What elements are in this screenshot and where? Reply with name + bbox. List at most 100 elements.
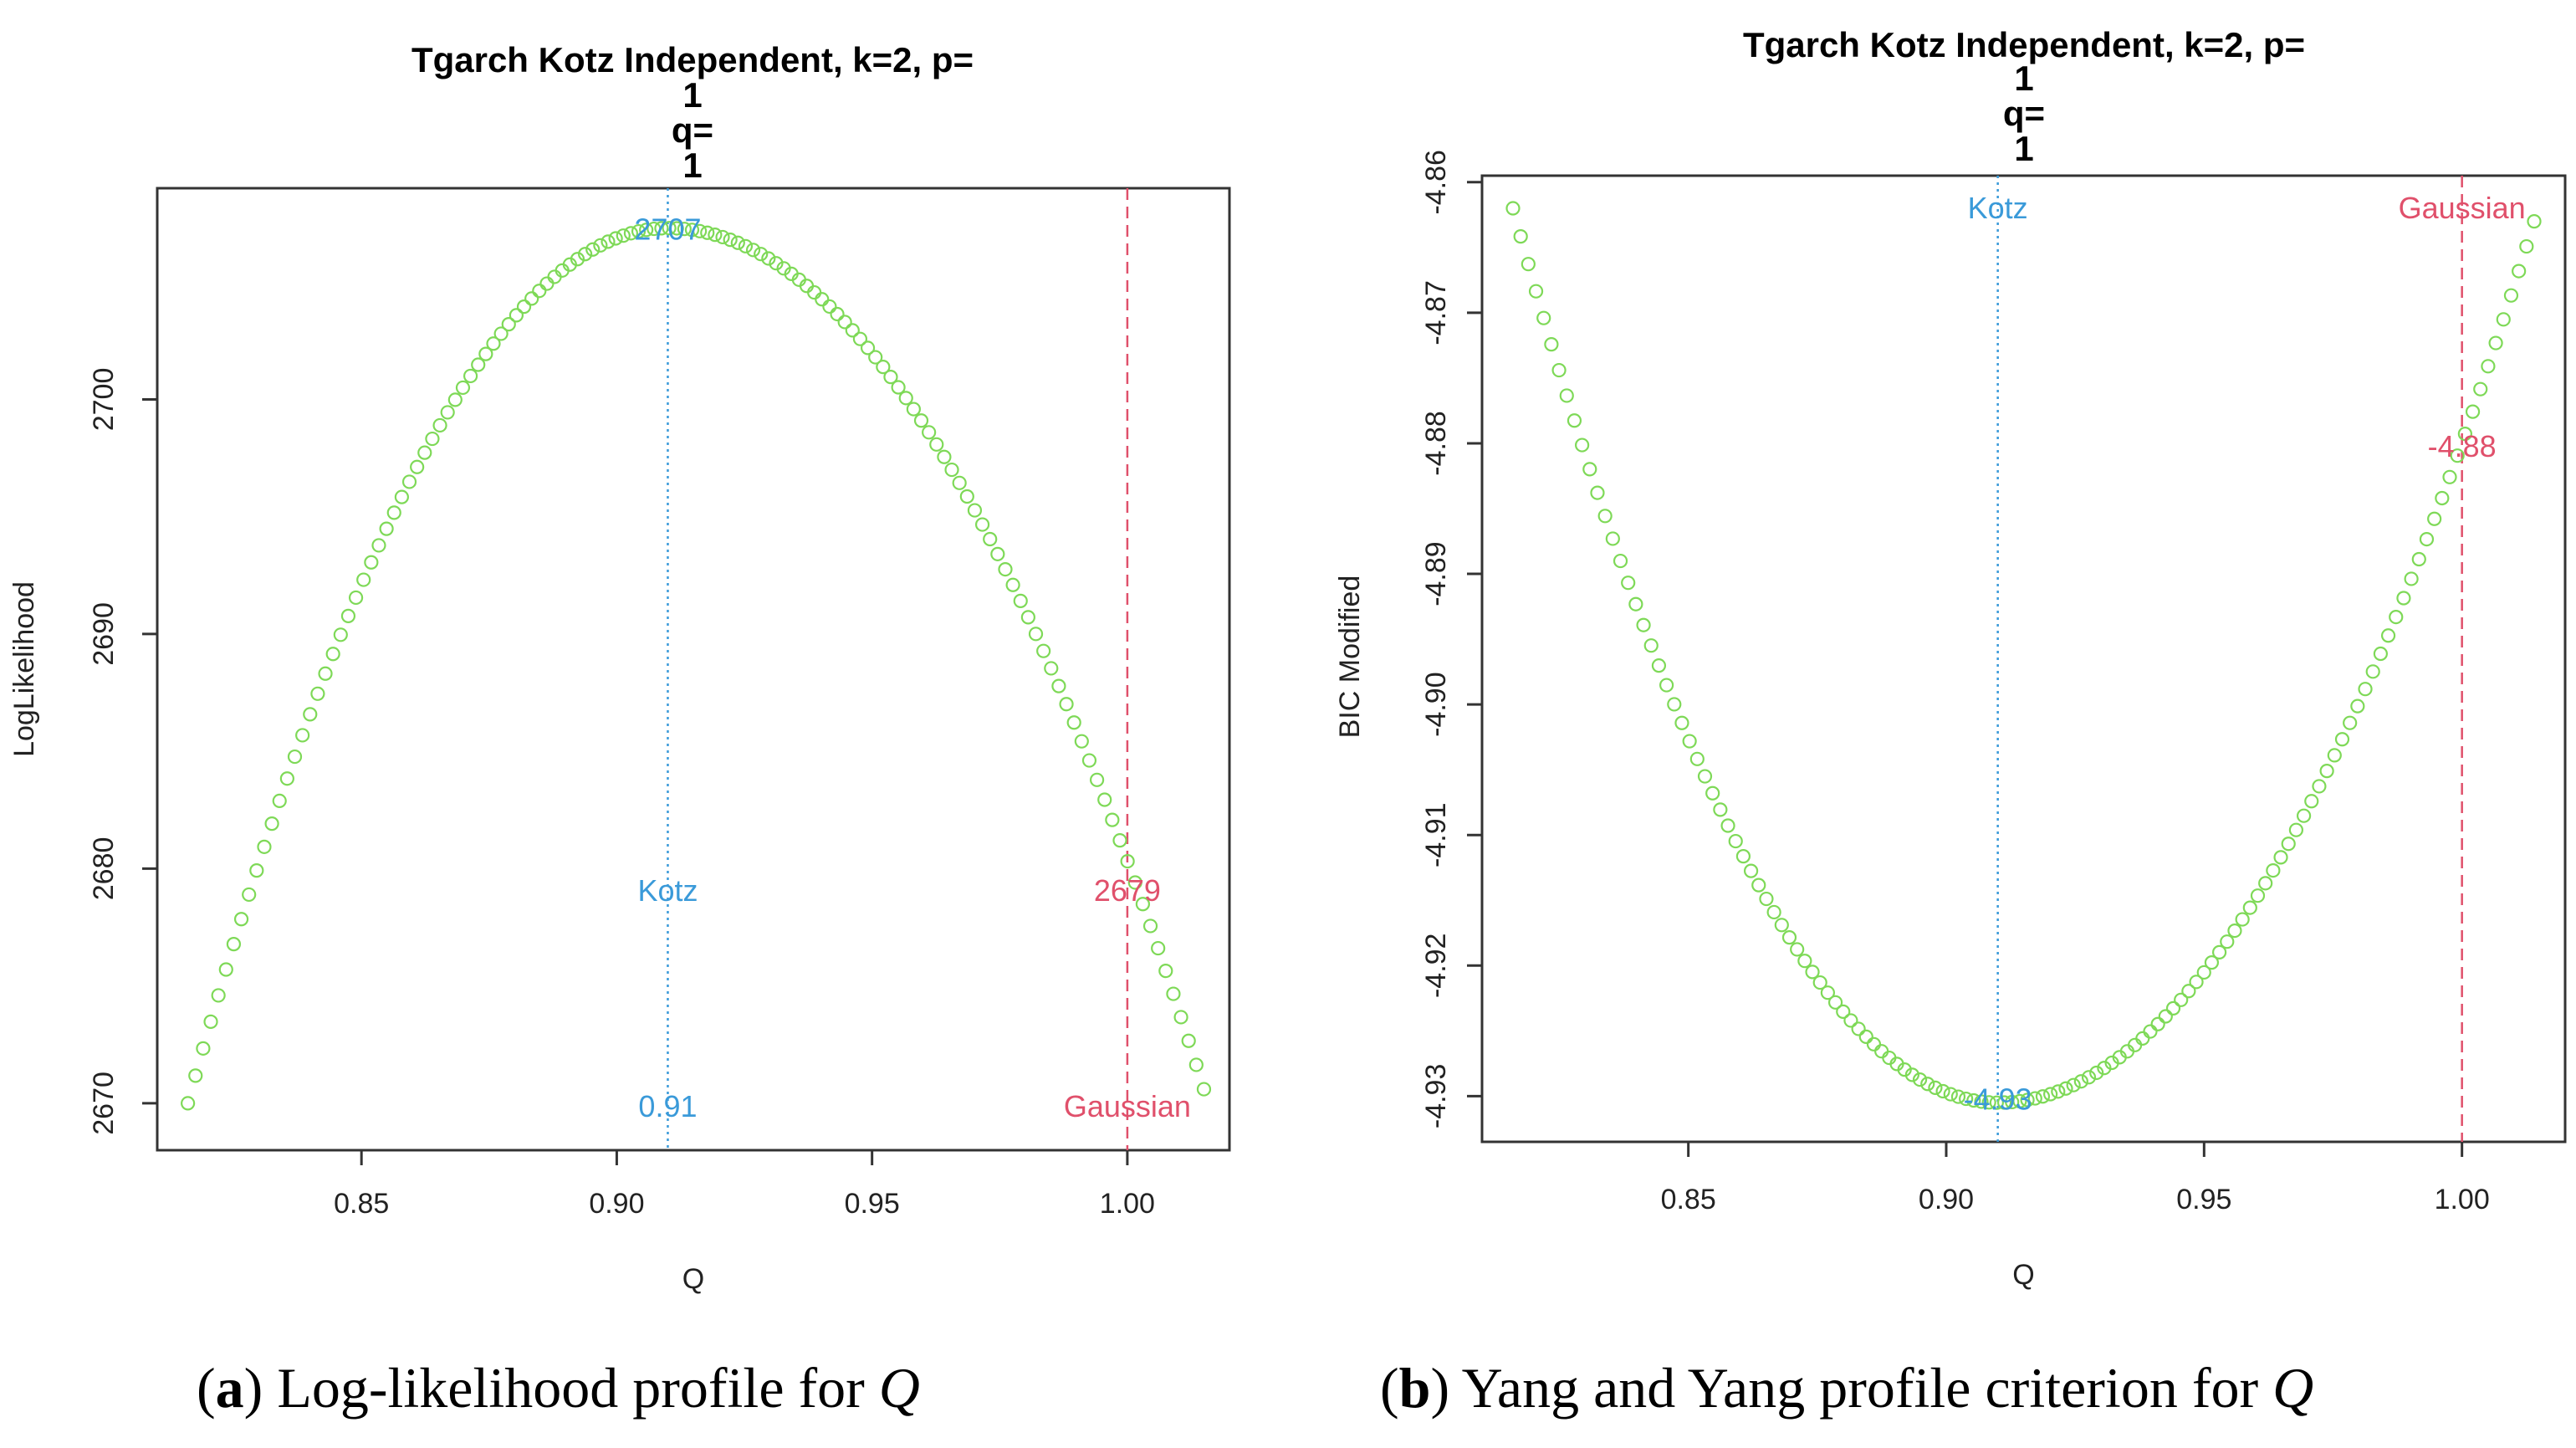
data-point [1044, 661, 1059, 676]
data-point [761, 251, 776, 266]
data-point [715, 229, 730, 245]
caption-a-label: a [215, 1356, 244, 1420]
data-point [1682, 734, 1697, 749]
data-point [1874, 1044, 1889, 1059]
y-tick-label: 2680 [88, 837, 120, 901]
data-point [876, 360, 891, 375]
data-point [447, 392, 463, 407]
data-point [830, 306, 845, 322]
data-point [410, 459, 425, 474]
data-point [509, 308, 524, 323]
data-point [2204, 955, 2220, 970]
y-tick-label: -4.93 [1420, 1064, 1452, 1129]
data-point [2465, 404, 2481, 419]
data-point [2035, 1089, 2051, 1104]
data-point [700, 225, 715, 240]
data-point [998, 562, 1013, 577]
data-point [1575, 437, 1590, 453]
data-point [2527, 214, 2542, 229]
data-point [868, 350, 883, 365]
data-point [852, 331, 868, 346]
data-point [959, 489, 974, 504]
data-point [1966, 1092, 1981, 1108]
data-point [264, 816, 279, 831]
data-point [371, 538, 386, 553]
data-point [616, 228, 631, 243]
data-point [2174, 992, 2189, 1007]
x-tick-label: 0.90 [1919, 1184, 1974, 1215]
data-point [1981, 1095, 1996, 1110]
data-point [1674, 715, 1689, 730]
data-point [1628, 596, 1643, 611]
data-point [417, 445, 432, 460]
data-point [1613, 553, 1628, 569]
data-point [2150, 1016, 2165, 1031]
plot-frame [1480, 174, 2567, 1144]
caption-b-text: Yang and Yang profile criterion for [1461, 1356, 2273, 1420]
caption-b-var: Q [2272, 1356, 2314, 1420]
data-point [471, 357, 486, 372]
data-point [1567, 413, 1582, 428]
data-point [2158, 1009, 2173, 1024]
data-point [2073, 1074, 2088, 1089]
y-tick-label: -4.88 [1420, 411, 1452, 476]
data-point [623, 226, 639, 241]
data-point [1120, 854, 1135, 869]
x-tick-label: 1.00 [2435, 1184, 2490, 1215]
data-point [1774, 918, 1789, 933]
data-point [539, 276, 555, 291]
data-point [1667, 697, 1682, 712]
data-point [1697, 769, 1713, 784]
data-point [1582, 462, 1597, 477]
data-point [1797, 954, 1812, 969]
data-point [2327, 748, 2342, 763]
annotation-2679: 2679 [1094, 873, 1161, 908]
data-point [1713, 802, 1728, 817]
data-point [898, 391, 913, 406]
data-point [310, 686, 325, 701]
annotation--4-93: -4.93 [1964, 1082, 2032, 1116]
data-point [2365, 664, 2380, 679]
data-point [1544, 337, 1559, 352]
data-point [2165, 1000, 2181, 1016]
data-point [1066, 715, 1081, 730]
data-point [1597, 509, 1613, 524]
data-point [1904, 1067, 1919, 1082]
caption-b: (b) Yang and Yang profile criterion for … [1380, 1356, 2314, 1420]
y-tick-label: -4.90 [1420, 672, 1452, 737]
data-point [2358, 682, 2373, 697]
data-point [769, 256, 784, 271]
data-point [1559, 388, 1574, 403]
data-point [2419, 531, 2435, 547]
data-point [249, 863, 264, 878]
data-point [2512, 264, 2527, 279]
caption-a-var: Q [878, 1356, 920, 1420]
chart-title-line-2: 1 [682, 75, 702, 115]
data-point [1142, 918, 1158, 934]
data-point [524, 291, 539, 306]
data-point [807, 284, 822, 300]
x-tick-label: 0.95 [845, 1188, 900, 1220]
data-point [860, 340, 876, 356]
data-point [1996, 1095, 2012, 1110]
data-point [1521, 257, 1536, 272]
data-point [2503, 288, 2519, 303]
data-point [2343, 715, 2358, 730]
data-point [2288, 822, 2304, 837]
y-axis-label: BIC Modified [1334, 576, 1366, 739]
data-point [1812, 975, 1827, 990]
data-point [754, 247, 769, 262]
data-point [218, 962, 233, 977]
data-point [738, 238, 754, 253]
data-point [2373, 646, 2388, 662]
caption-a-text: Log-likelihood profile for [277, 1356, 879, 1420]
data-point [2258, 876, 2273, 891]
data-point [1858, 1029, 1873, 1044]
data-point [2496, 312, 2511, 327]
data-point [2143, 1024, 2158, 1039]
data-point [2227, 924, 2242, 939]
data-point [1643, 638, 1659, 653]
data-point [1020, 610, 1035, 625]
data-point [1820, 985, 1835, 1000]
data-point [2051, 1084, 2066, 1099]
